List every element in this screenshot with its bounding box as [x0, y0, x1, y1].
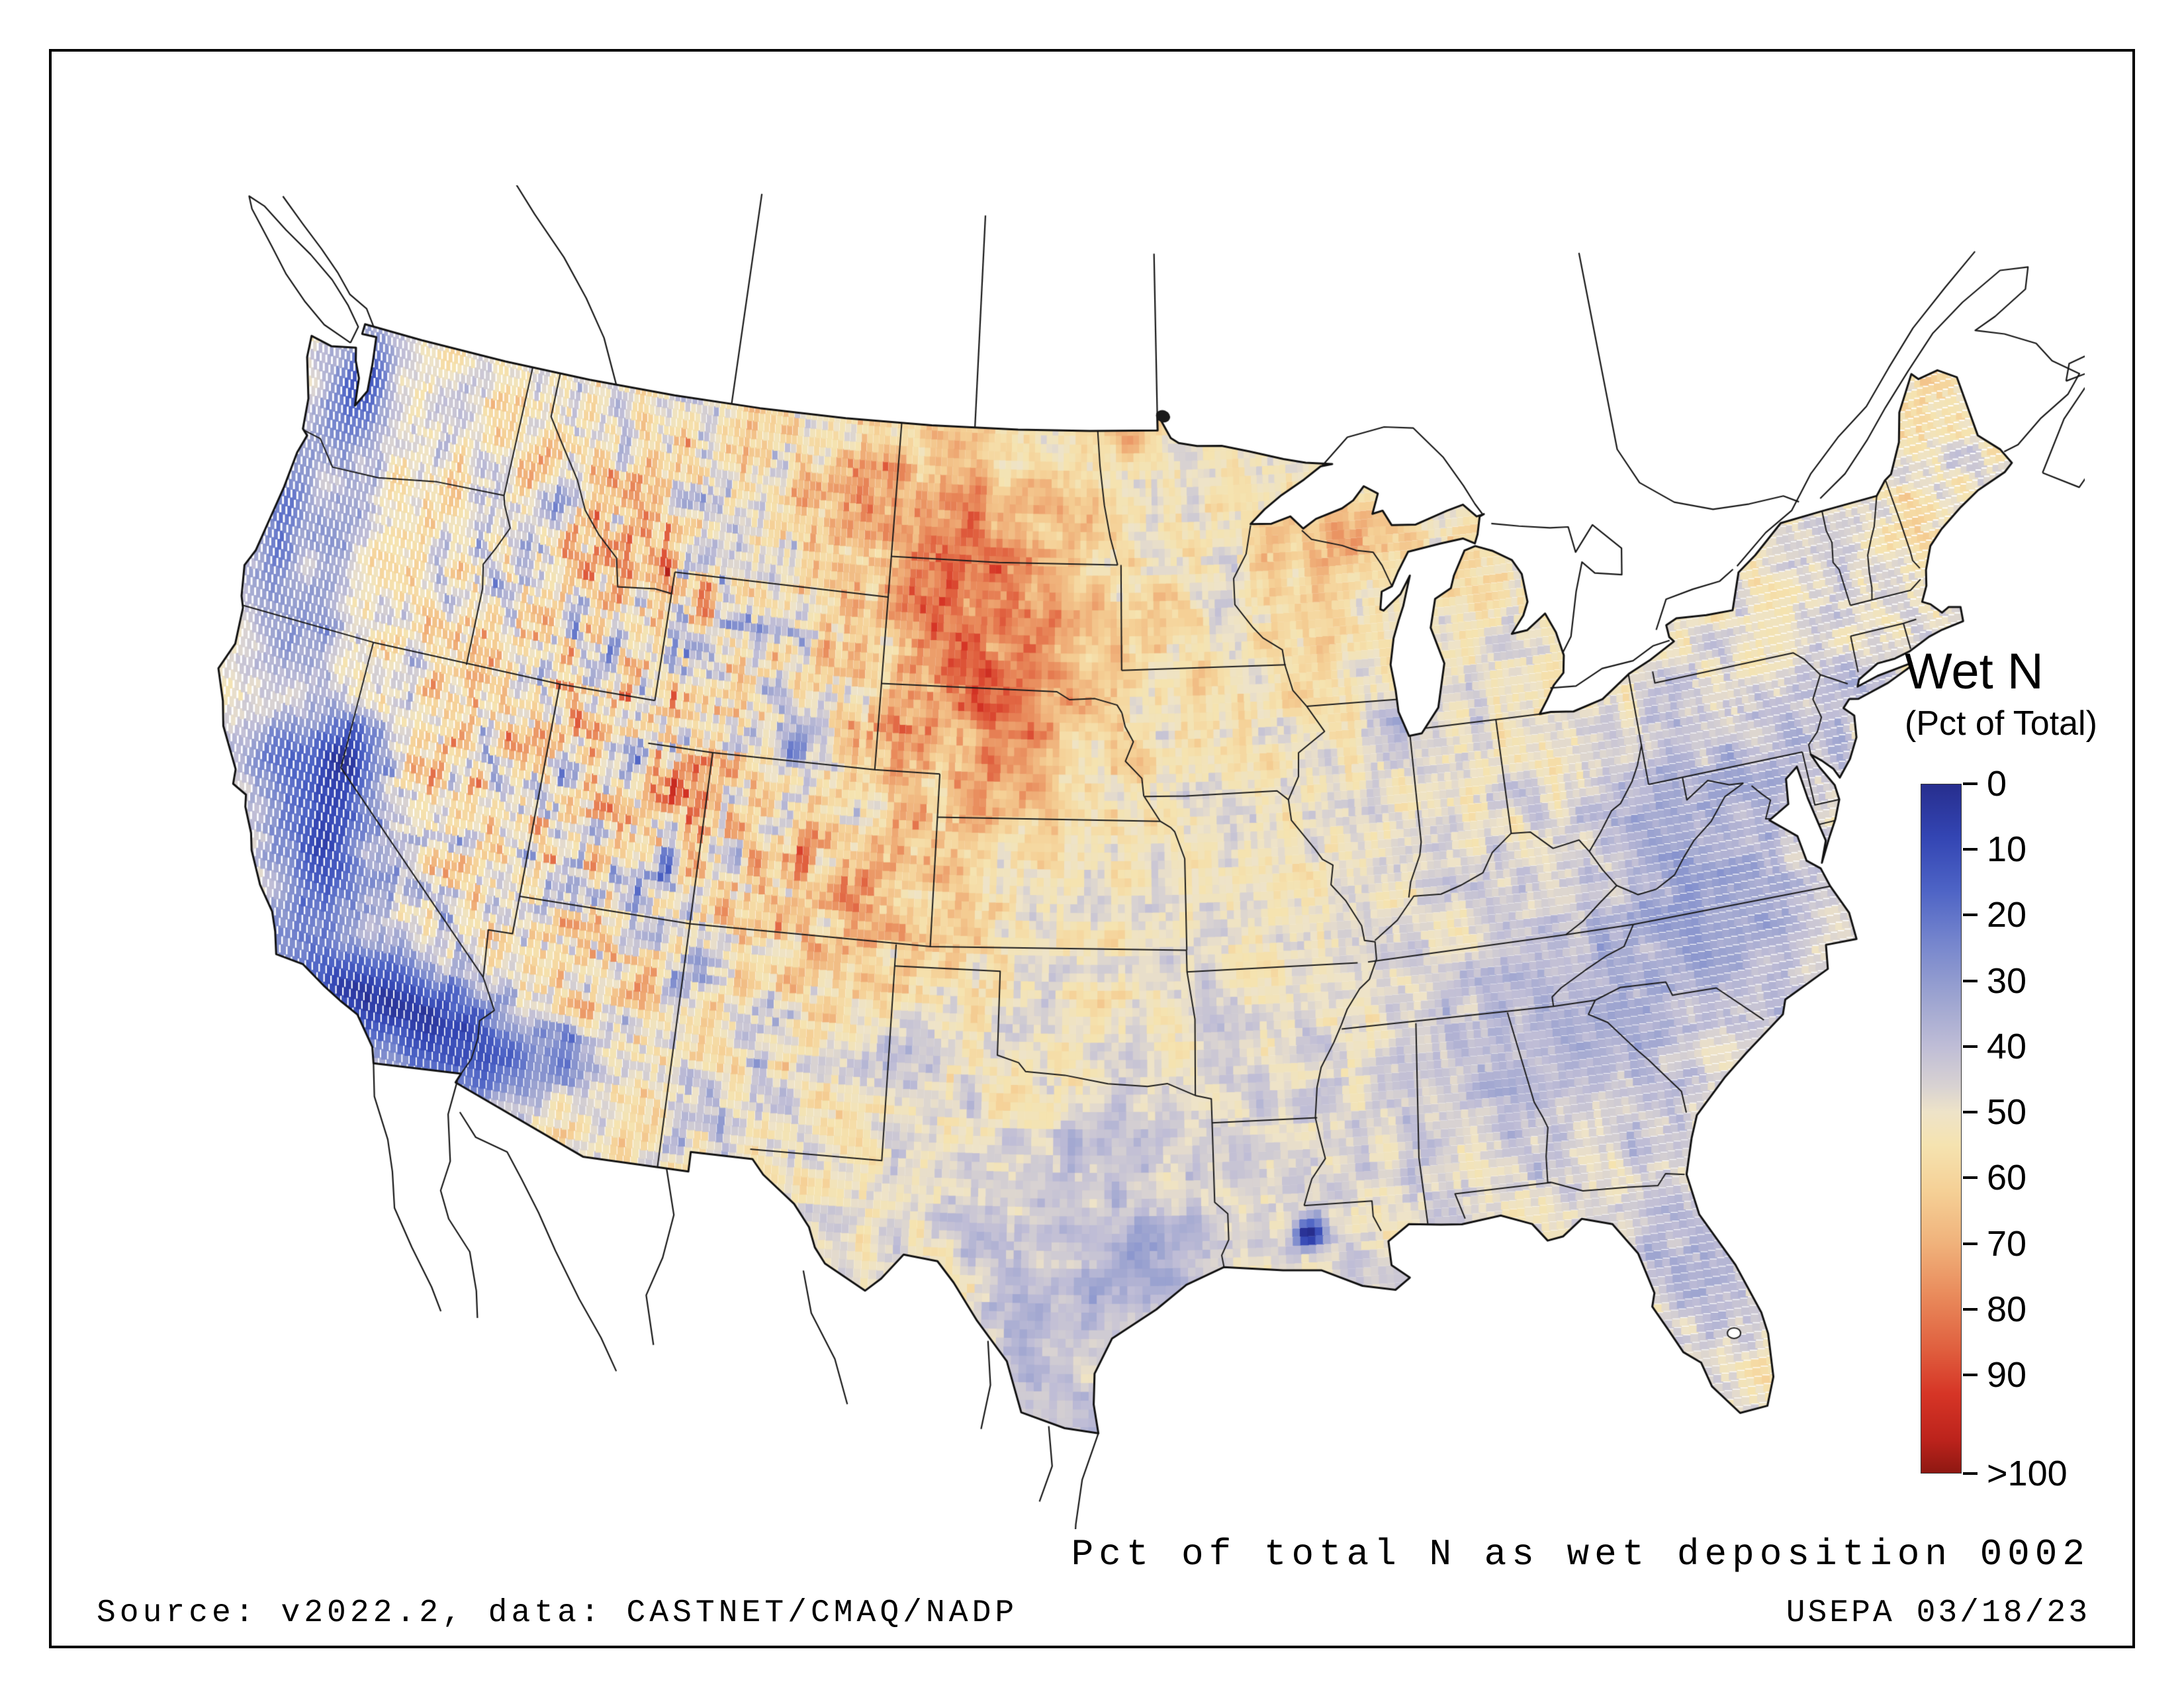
colorbar-tick-label: 50 — [1987, 1092, 2027, 1133]
colorbar-tick-mark — [1963, 1111, 1978, 1114]
colorbar-tick-label: 80 — [1987, 1289, 2027, 1329]
colorbar-tick-label: 30 — [1987, 961, 2027, 1001]
colorbar-tick-mark — [1963, 782, 1978, 785]
colorbar-tick-label: 70 — [1987, 1223, 2027, 1264]
us-wet-deposition-map — [99, 185, 2085, 1529]
colorbar — [1921, 783, 1962, 1474]
colorbar-tick-mark — [1963, 1307, 1978, 1311]
agency-caption: USEPA 03/18/23 — [1786, 1595, 2090, 1631]
colorbar-tick-label: >100 — [1987, 1453, 2068, 1493]
colorbar-tick-mark — [1963, 1374, 1978, 1377]
legend-title: Wet N — [1905, 643, 2044, 700]
plot-frame — [49, 49, 2135, 1648]
colorbar-tick-mark — [1963, 979, 1978, 982]
colorbar-tick-label: 0 — [1987, 763, 2007, 804]
legend-subtitle: (Pct of Total) — [1905, 704, 2097, 743]
colorbar-tick-label: 40 — [1987, 1026, 2027, 1066]
colorbar-tick-label: 20 — [1987, 895, 2027, 935]
colorbar-tick-mark — [1963, 1242, 1978, 1245]
colorbar-tick-mark — [1963, 848, 1978, 851]
colorbar-tick-label: 60 — [1987, 1158, 2027, 1198]
plot-caption: Pct of total N as wet deposition 0002 — [1071, 1533, 2090, 1575]
colorbar-tick-mark — [1963, 914, 1978, 917]
source-caption: Source: v2022.2, data: CASTNET/CMAQ/NADP — [97, 1595, 1019, 1631]
colorbar-wrap: 0 10 20 30 40 50 60 70 80 90 >100 — [1905, 764, 2184, 1493]
colorbar-tick-label: 10 — [1987, 829, 2027, 870]
colorbar-tick-mark — [1963, 1176, 1978, 1180]
colorbar-tick-mark — [1963, 1472, 1978, 1475]
colorbar-tick-mark — [1963, 1045, 1978, 1048]
legend: Wet N (Pct of Total) 0 10 20 30 40 50 60 70 80 90… — [1905, 643, 2184, 1493]
colorbar-tick-label: 90 — [1987, 1355, 2027, 1395]
